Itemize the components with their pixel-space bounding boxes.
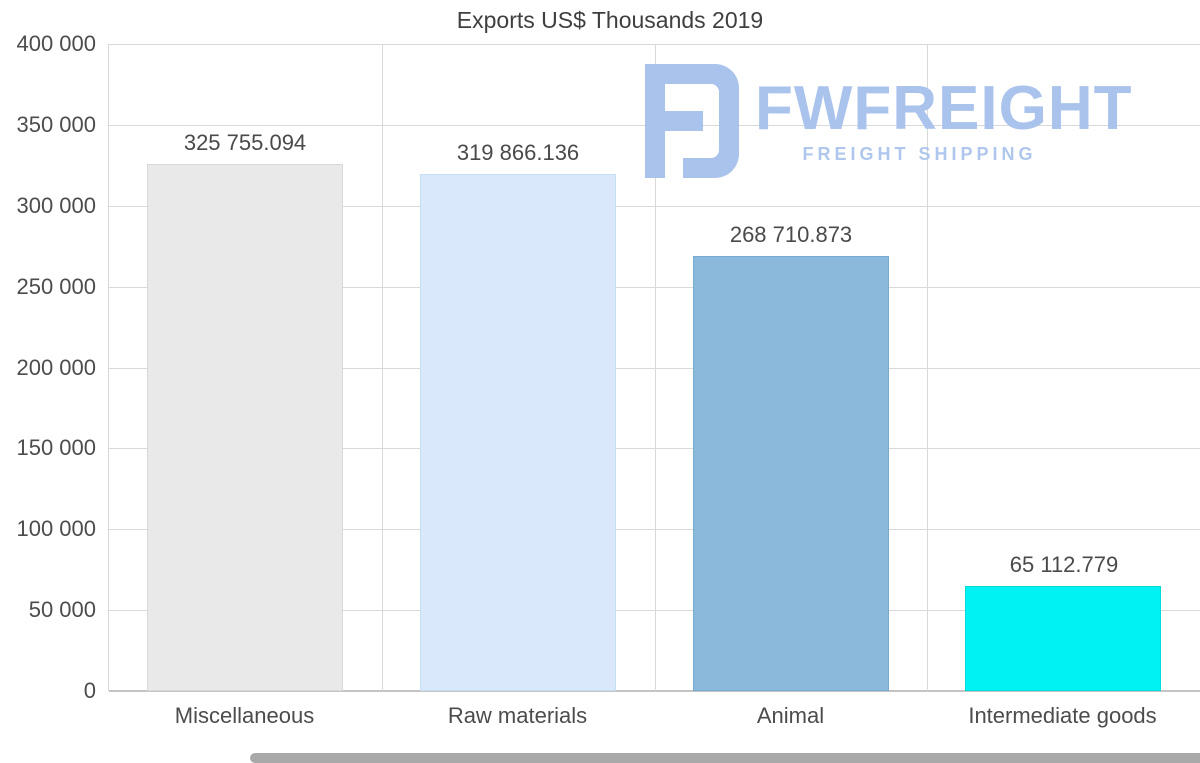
bar-value-label: 65 112.779 bbox=[1009, 552, 1119, 577]
gridline-vertical bbox=[927, 44, 928, 691]
chart-title: Exports US$ Thousands 2019 bbox=[456, 7, 764, 33]
gridline-horizontal bbox=[109, 205, 1200, 207]
plot-area: 325 755.094 319 866.136 268 710.873 65 112.… bbox=[108, 44, 1200, 692]
y-tick-label: 50 000 bbox=[28, 597, 96, 623]
gridline-horizontal bbox=[109, 529, 1200, 531]
horizontal-scrollbar-thumb[interactable] bbox=[250, 753, 1200, 763]
gridline-horizontal bbox=[109, 610, 1200, 612]
gridline-horizontal bbox=[109, 44, 1200, 45]
bar[interactable] bbox=[965, 586, 1161, 691]
gridline-horizontal bbox=[109, 286, 1200, 288]
bar-value-label: 325 755.094 bbox=[183, 130, 307, 155]
bar-value-label: 268 710.873 bbox=[729, 222, 853, 247]
bar[interactable] bbox=[693, 256, 889, 691]
x-category-label: Raw materials bbox=[447, 703, 588, 728]
bar-value-label: 319 866.136 bbox=[456, 140, 580, 165]
y-tick-label: 300 000 bbox=[16, 192, 96, 218]
y-tick-label: 400 000 bbox=[16, 31, 96, 56]
x-axis-line bbox=[109, 690, 1200, 692]
gridline-vertical bbox=[382, 44, 383, 691]
y-tick-label: 350 000 bbox=[16, 111, 96, 137]
x-category-label: Intermediate goods bbox=[968, 703, 1157, 728]
y-tick-label: 150 000 bbox=[16, 435, 96, 461]
y-tick-label: 100 000 bbox=[16, 516, 96, 542]
bar[interactable] bbox=[147, 164, 343, 691]
x-category-label: Animal bbox=[756, 703, 825, 728]
y-tick-label: 0 bbox=[83, 678, 96, 703]
gridline-vertical bbox=[655, 44, 656, 691]
y-tick-label: 200 000 bbox=[16, 354, 96, 380]
gridline-horizontal bbox=[109, 367, 1200, 369]
gridline-horizontal bbox=[109, 448, 1200, 450]
x-category-label: Miscellaneous bbox=[174, 703, 315, 728]
y-axis: 0 50 000 100 000 150 000 200 000 250 000 300 0… bbox=[0, 31, 96, 703]
bar[interactable] bbox=[420, 174, 616, 691]
x-axis: Miscellaneous Raw materials Animal Intermed… bbox=[108, 703, 1200, 739]
y-tick-label: 250 000 bbox=[16, 273, 96, 299]
